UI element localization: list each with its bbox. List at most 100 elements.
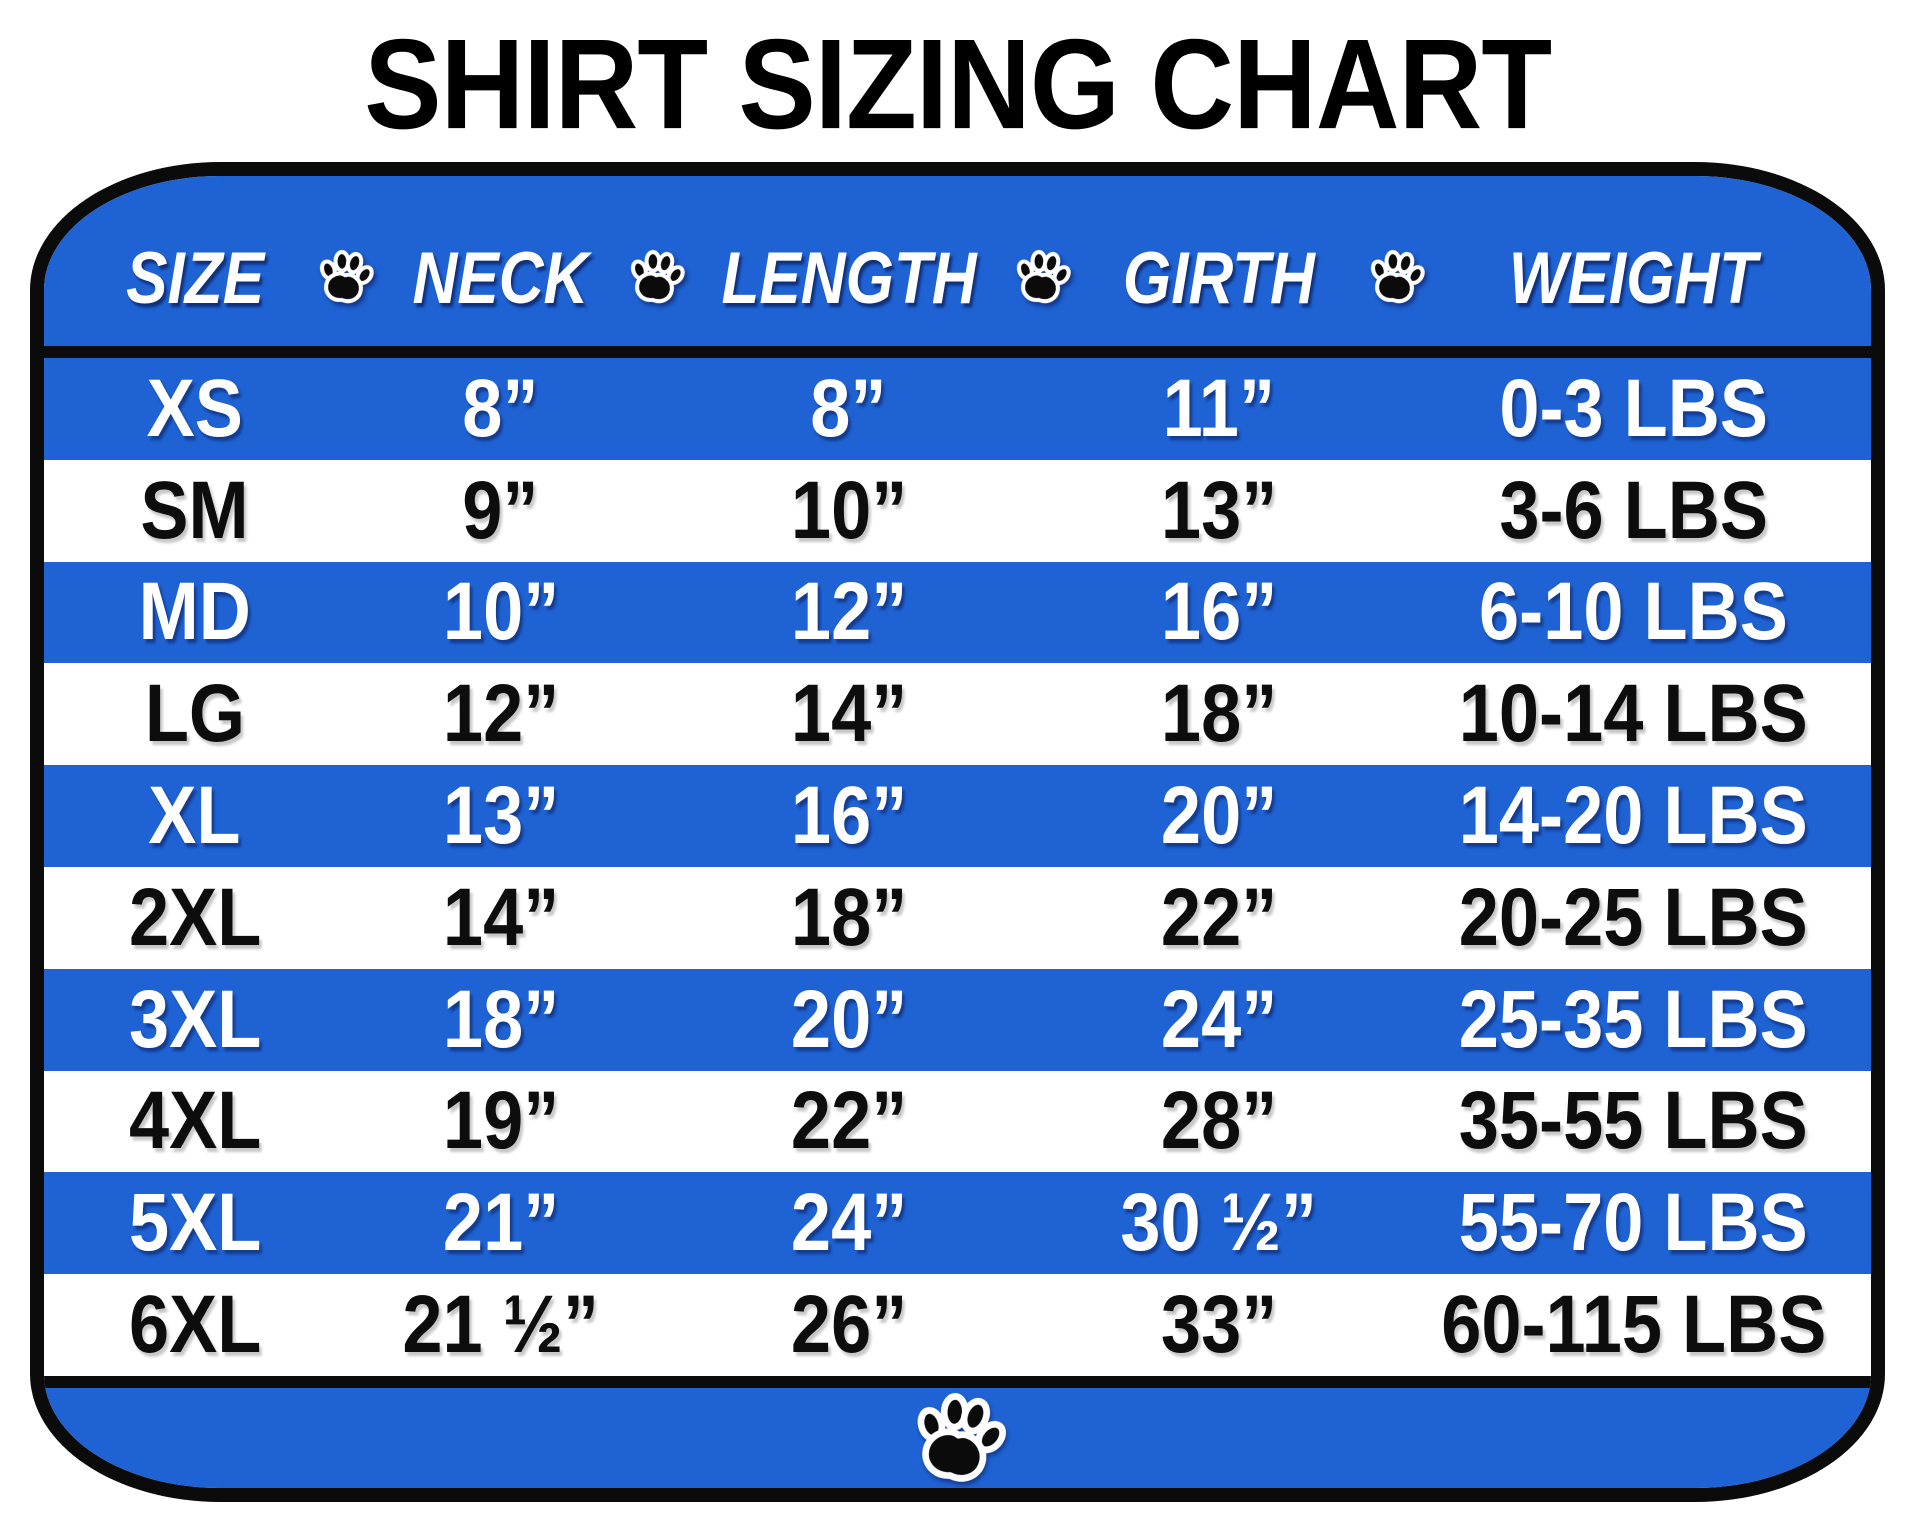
- cell-neck: 21 ½”: [345, 1278, 656, 1372]
- cell-weight: 25-35 LBS: [1396, 973, 1871, 1067]
- cell-neck: 8”: [345, 362, 656, 456]
- sizing-chart-card: SIZE NECK LENGTH GIRTH WEIGHT XS 8” 8” 1…: [30, 162, 1885, 1502]
- cell-girth-value: 18”: [1160, 668, 1277, 760]
- cell-size-value: XS: [146, 362, 243, 454]
- cell-length-value: 20”: [790, 973, 907, 1065]
- cell-girth-value: 11”: [1162, 362, 1275, 454]
- header-divider: [44, 346, 1871, 358]
- cell-size-value: XL: [148, 770, 241, 862]
- cell-size: 6XL: [44, 1278, 345, 1372]
- cell-size: 4XL: [44, 1074, 345, 1168]
- table-body: XS 8” 8” 11” 0-3 LBS SM 9” 10” 13” 3-6 L…: [44, 358, 1871, 1376]
- cell-neck-value: 10”: [442, 566, 559, 658]
- cell-weight-value: 25-35 LBS: [1458, 973, 1808, 1065]
- cell-girth-value: 33”: [1160, 1279, 1277, 1371]
- cell-girth-value: 30 ½”: [1120, 1177, 1318, 1269]
- cell-size: 3XL: [44, 973, 345, 1067]
- cell-length: 22”: [656, 1074, 1041, 1168]
- cell-weight-value: 0-3 LBS: [1499, 362, 1768, 454]
- cell-girth-value: 16”: [1160, 566, 1277, 658]
- cell-girth-value: 20”: [1160, 770, 1277, 862]
- column-header-weight-label: WEIGHT: [1509, 237, 1758, 319]
- cell-girth: 11”: [1042, 362, 1396, 456]
- cell-neck: 12”: [345, 667, 656, 761]
- cell-girth: 28”: [1042, 1074, 1396, 1168]
- cell-size-value: 3XL: [128, 973, 261, 1065]
- table-row-4xl: 4XL 19” 22” 28” 35-55 LBS: [44, 1070, 1871, 1173]
- cell-neck-value: 18”: [442, 973, 559, 1065]
- cell-length-value: 14”: [790, 668, 907, 760]
- cell-girth: 20”: [1042, 769, 1396, 863]
- cell-weight-value: 55-70 LBS: [1458, 1177, 1808, 1269]
- table-footer: [44, 1388, 1871, 1488]
- cell-length: 14”: [656, 667, 1041, 761]
- cell-length: 10”: [656, 464, 1041, 558]
- column-header-neck: NECK: [345, 237, 656, 320]
- cell-size-value: LG: [144, 668, 245, 760]
- cell-length: 26”: [656, 1278, 1041, 1372]
- cell-girth: 30 ½”: [1042, 1176, 1396, 1270]
- page-title: SHIRT SIZING CHART: [0, 20, 1915, 148]
- footer-divider: [44, 1376, 1871, 1388]
- cell-length-value: 8”: [810, 362, 887, 454]
- cell-size: 2XL: [44, 871, 345, 965]
- cell-neck-value: 9”: [462, 464, 539, 556]
- table-header-row: SIZE NECK LENGTH GIRTH WEIGHT: [44, 176, 1871, 346]
- cell-neck: 21”: [345, 1176, 656, 1270]
- table-row-xs: XS 8” 8” 11” 0-3 LBS: [44, 358, 1871, 460]
- cell-girth-value: 22”: [1160, 871, 1277, 963]
- cell-length-value: 24”: [790, 1177, 907, 1269]
- cell-size: LG: [44, 667, 345, 761]
- cell-neck: 19”: [345, 1074, 656, 1168]
- cell-weight: 6-10 LBS: [1396, 565, 1871, 659]
- cell-length: 24”: [656, 1176, 1041, 1270]
- cell-neck: 18”: [345, 973, 656, 1067]
- cell-weight-value: 60-115 LBS: [1440, 1279, 1826, 1371]
- cell-weight: 20-25 LBS: [1396, 871, 1871, 965]
- cell-girth: 16”: [1042, 565, 1396, 659]
- page: { "page_title": "SHIRT SIZING CHART", "c…: [0, 20, 1915, 1520]
- column-header-size-label: SIZE: [125, 237, 264, 319]
- table-row-6xl: 6XL 21 ½” 26” 33” 60-115 LBS: [44, 1274, 1871, 1376]
- cell-length-value: 18”: [790, 871, 907, 963]
- paw-icon: [1009, 244, 1075, 310]
- cell-neck-value: 14”: [442, 871, 559, 963]
- cell-length: 20”: [656, 973, 1041, 1067]
- column-header-weight: WEIGHT: [1396, 237, 1871, 320]
- column-header-length-label: LENGTH: [721, 237, 977, 319]
- cell-neck-value: 19”: [442, 1075, 559, 1167]
- cell-weight: 3-6 LBS: [1396, 464, 1871, 558]
- cell-length-value: 10”: [790, 464, 907, 556]
- column-header-girth: GIRTH: [1042, 237, 1396, 320]
- cell-size: XS: [44, 362, 345, 456]
- paw-icon: [623, 244, 689, 310]
- cell-size-value: 2XL: [128, 871, 261, 963]
- cell-size-value: SM: [140, 464, 249, 556]
- cell-size: SM: [44, 464, 345, 558]
- cell-size-value: 5XL: [128, 1177, 261, 1269]
- table-row-xl: XL 13” 16” 20” 14-20 LBS: [44, 765, 1871, 867]
- cell-girth: 18”: [1042, 667, 1396, 761]
- cell-weight: 14-20 LBS: [1396, 769, 1871, 863]
- cell-weight: 60-115 LBS: [1396, 1278, 1871, 1372]
- cell-weight-value: 20-25 LBS: [1458, 871, 1808, 963]
- column-header-girth-label: GIRTH: [1122, 237, 1315, 319]
- cell-girth-value: 13”: [1160, 464, 1277, 556]
- cell-weight-value: 10-14 LBS: [1458, 668, 1808, 760]
- cell-girth: 22”: [1042, 871, 1396, 965]
- cell-size: XL: [44, 769, 345, 863]
- cell-neck-value: 21 ½”: [402, 1279, 600, 1371]
- table-row-lg: LG 12” 14” 18” 10-14 LBS: [44, 663, 1871, 766]
- cell-girth: 33”: [1042, 1278, 1396, 1372]
- cell-neck: 9”: [345, 464, 656, 558]
- table-row-5xl: 5XL 21” 24” 30 ½” 55-70 LBS: [44, 1172, 1871, 1275]
- cell-neck: 13”: [345, 769, 656, 863]
- cell-weight: 0-3 LBS: [1396, 362, 1871, 456]
- paw-icon: [313, 244, 379, 310]
- cell-neck-value: 8”: [462, 362, 539, 454]
- table-row-3xl: 3XL 18” 20” 24” 25-35 LBS: [44, 968, 1871, 1071]
- cell-size-value: 6XL: [128, 1279, 261, 1371]
- cell-size-value: 4XL: [128, 1075, 261, 1167]
- cell-weight-value: 35-55 LBS: [1458, 1075, 1808, 1167]
- cell-neck: 10”: [345, 565, 656, 659]
